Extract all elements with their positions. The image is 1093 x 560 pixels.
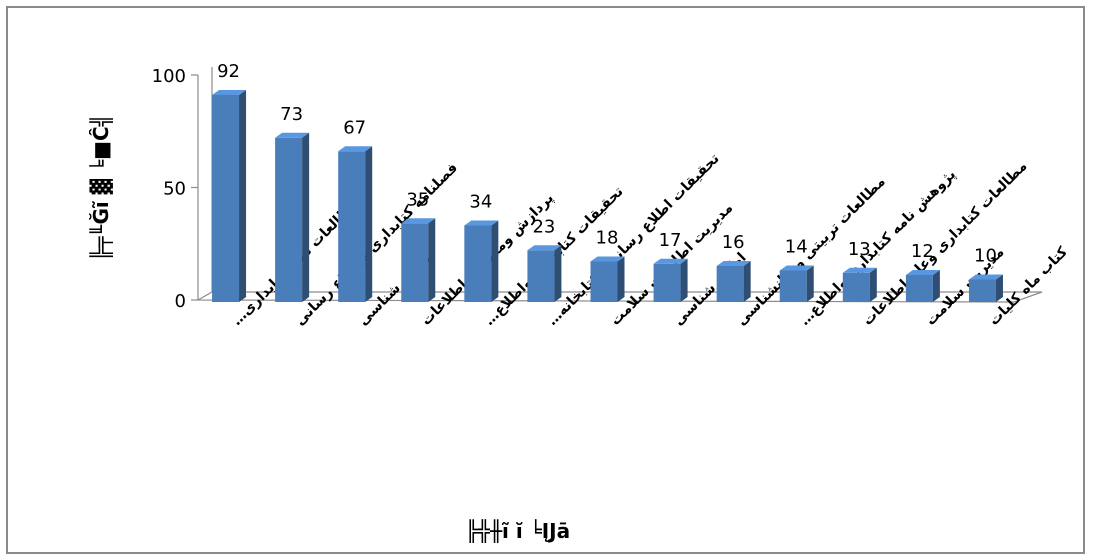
bar	[905, 270, 940, 302]
bar-side	[302, 132, 310, 302]
data-label: 16	[722, 232, 745, 253]
bar-front	[779, 270, 807, 302]
bar-front	[905, 275, 933, 302]
bar	[527, 245, 562, 302]
bar-side	[428, 218, 436, 302]
bar	[716, 261, 751, 302]
bar-top	[716, 261, 751, 266]
bar-side	[743, 261, 751, 302]
bar-front	[590, 261, 618, 302]
data-label: 18	[596, 228, 619, 249]
bar-top	[527, 245, 562, 251]
bar-top	[968, 274, 1003, 280]
bar-side	[932, 270, 940, 302]
bar-front	[968, 279, 996, 302]
bar-front	[716, 266, 744, 302]
bar-top	[653, 258, 688, 264]
bar	[653, 258, 688, 302]
bar	[464, 220, 499, 302]
bar-side	[617, 256, 625, 302]
bar-top	[275, 132, 310, 138]
bar-top	[590, 256, 625, 262]
bar	[401, 218, 436, 302]
bar-front	[338, 151, 366, 302]
bar-top	[464, 220, 499, 226]
bar-side	[806, 265, 814, 302]
bar	[779, 265, 814, 302]
bar	[842, 267, 877, 302]
bar-side	[491, 220, 499, 302]
bar	[590, 256, 625, 302]
bar-top	[338, 146, 373, 152]
data-label: 34	[469, 192, 492, 213]
x-axis-title: ╠╬╫ĩ ĭ ╘ĮJā	[466, 519, 570, 543]
data-label: 67	[343, 117, 366, 138]
bar-front	[464, 225, 492, 302]
data-label: 13	[848, 239, 871, 260]
bar-front	[275, 137, 303, 302]
data-label: 17	[659, 230, 682, 251]
data-label: 23	[532, 216, 555, 237]
y-axis-title: ╠╤╙Ğĩ ▓ ╘■Ĉ╣	[89, 114, 113, 260]
data-label: 73	[280, 104, 303, 125]
bar-top	[905, 270, 940, 275]
data-label: 92	[217, 61, 240, 82]
bar-front	[212, 95, 240, 302]
bar-side	[554, 245, 562, 302]
bar	[968, 274, 1003, 302]
bar	[338, 146, 373, 302]
y-tick-label: 100	[152, 66, 186, 87]
bar-side	[869, 267, 877, 302]
bar-front	[842, 272, 870, 302]
bar-front	[401, 223, 429, 302]
bar-side	[680, 258, 688, 302]
data-label: 35	[406, 189, 429, 210]
bar-top	[212, 90, 247, 95]
data-label: 14	[785, 237, 808, 258]
bar-front	[527, 250, 555, 302]
bar-side	[239, 90, 247, 302]
data-label: 10	[974, 246, 997, 267]
y-tick-label: 0	[175, 291, 186, 312]
bar	[275, 132, 310, 302]
data-label: 12	[911, 241, 934, 262]
bar-top	[401, 218, 436, 224]
bar-side	[995, 274, 1003, 302]
bar-front	[653, 263, 681, 302]
y-tick-label: 50	[163, 179, 186, 200]
bar-top	[779, 265, 814, 271]
bar-top	[842, 267, 877, 273]
bar-side	[365, 146, 373, 302]
bar	[212, 90, 247, 302]
